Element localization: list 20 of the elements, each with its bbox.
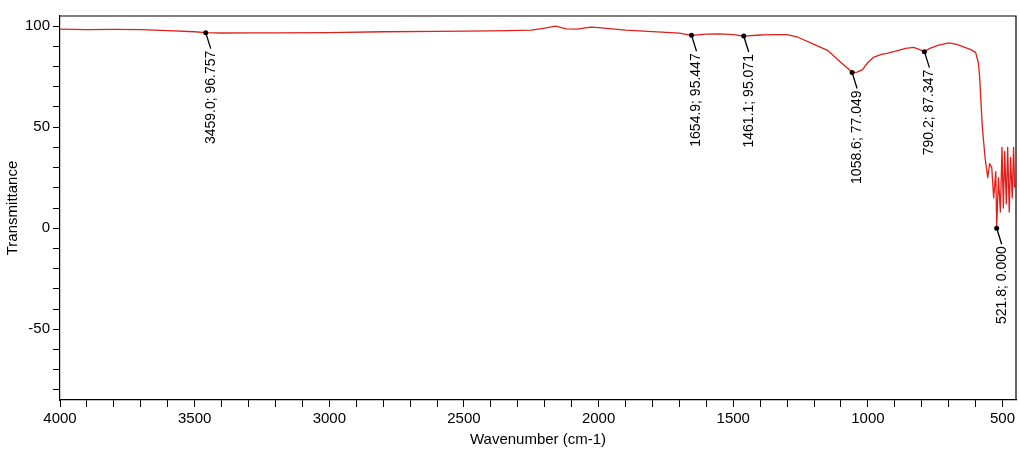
x-tick-label: 2000	[581, 409, 616, 427]
x-tick-label: 3500	[177, 409, 212, 427]
y-axis-title: Transmittance	[3, 160, 21, 256]
y-tick-label: 0	[41, 218, 51, 236]
annotation: 3459.0; 96.757	[201, 50, 218, 145]
annotation: 1654.9; 95.447	[687, 53, 704, 147]
annotation: 1058.6; 77.049	[847, 90, 864, 184]
x-tick-label: 3000	[312, 409, 346, 427]
x-tick-label: 2500	[447, 409, 481, 427]
y-tick-label: -50	[28, 319, 51, 337]
x-tick-label: 1500	[716, 409, 750, 427]
x-axis-title: Wavenumber (cm-1)	[469, 430, 607, 448]
y-tick-label: 100	[25, 16, 51, 34]
annotation: 521.8; 0.000	[992, 246, 1009, 325]
x-tick-label: 1000	[851, 409, 885, 427]
y-tick-label: 50	[33, 117, 51, 135]
x-tick-label: 500	[990, 409, 1016, 427]
annotation: 790.2; 87.347	[920, 69, 937, 156]
x-tick-label: 4000	[43, 409, 77, 427]
annotation: 1461.1; 95.071	[739, 53, 756, 148]
